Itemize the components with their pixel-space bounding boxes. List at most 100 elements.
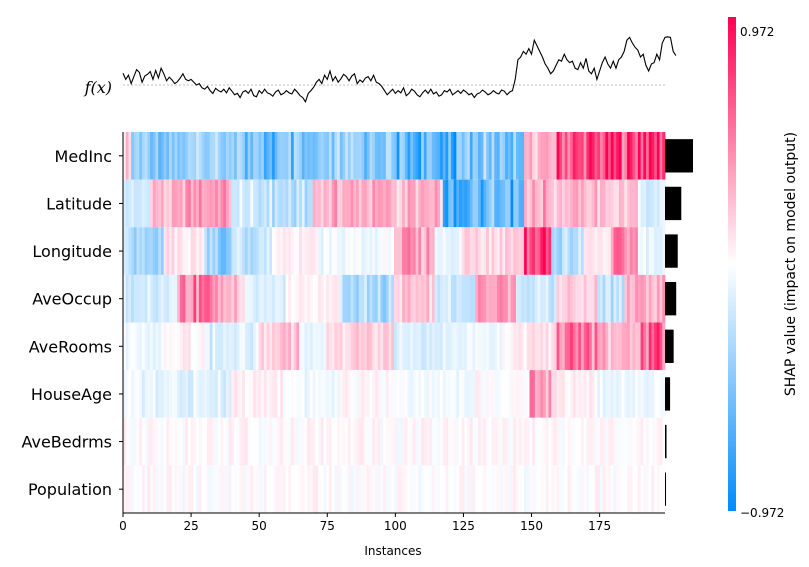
heat-cell: [266, 417, 270, 466]
heat-cell: [282, 132, 286, 180]
heat-cell: [320, 322, 324, 371]
heat-cell: [133, 274, 137, 323]
heat-cell: [220, 322, 224, 371]
heat-cell: [599, 370, 604, 418]
heat-cell: [274, 227, 278, 275]
heat-cell: [274, 465, 278, 514]
heat-cell: [513, 322, 517, 371]
heat-cell: [247, 417, 251, 466]
heat-cell: [190, 179, 194, 228]
heat-cell: [223, 132, 227, 180]
heat-cell: [613, 417, 617, 466]
heat-cell: [434, 370, 438, 418]
heat-cell: [369, 179, 373, 228]
heat-cell: [426, 274, 430, 323]
heat-cell: [123, 417, 127, 466]
heat-cell: [198, 465, 202, 514]
heat-cell: [160, 370, 165, 418]
heat-cell: [646, 322, 650, 371]
heat-cell: [231, 465, 235, 514]
heat-cell: [261, 370, 265, 418]
heat-cell: [608, 132, 612, 180]
heat-cell: [225, 370, 230, 418]
heat-cell: [545, 465, 549, 514]
heat-cell: [575, 132, 579, 180]
heat-cell: [364, 417, 368, 466]
heat-cell: [643, 274, 647, 323]
heat-cell: [277, 465, 281, 514]
heat-cell: [467, 179, 471, 228]
heat-cell: [139, 322, 143, 371]
importance-bar-medinc: [665, 139, 693, 173]
heat-cell: [274, 322, 278, 371]
heat-cell: [147, 132, 151, 180]
heat-cell: [261, 274, 265, 323]
heat-cell: [334, 274, 338, 323]
heat-cell: [207, 227, 211, 275]
heat-cell: [510, 132, 514, 180]
heat-cell: [250, 465, 254, 514]
heat-cell: [356, 179, 360, 228]
heat-cell: [421, 465, 425, 514]
heat-cell: [635, 465, 639, 514]
heat-cell: [366, 274, 371, 323]
heat-cell: [494, 227, 498, 275]
heat-cell: [263, 274, 268, 323]
heat-cell: [131, 370, 135, 418]
heat-cell: [225, 132, 230, 180]
heat-cell: [418, 465, 422, 514]
heat-cell: [331, 179, 335, 228]
heat-cell: [239, 417, 243, 466]
heat-cell: [177, 132, 181, 180]
heat-cell: [207, 370, 211, 418]
heat-cell: [147, 465, 151, 514]
heat-cell: [589, 132, 593, 180]
heat-cell: [385, 179, 389, 228]
heat-cell: [288, 322, 292, 371]
heat-cell: [204, 274, 208, 323]
heat-cell: [475, 132, 479, 180]
heat-cell: [412, 417, 417, 466]
heat-cell: [618, 227, 623, 275]
heat-cell: [174, 322, 178, 371]
heat-cell: [128, 465, 132, 514]
heat-cell: [288, 132, 292, 180]
heat-cell: [553, 417, 557, 466]
heat-cell: [545, 322, 549, 371]
heat-cell: [277, 322, 281, 371]
importance-bar-longitude: [665, 234, 678, 268]
heat-cell: [662, 370, 666, 418]
heat-cell: [331, 370, 335, 418]
heat-cell: [597, 274, 601, 323]
heat-cell: [234, 322, 238, 371]
heat-cell: [407, 132, 411, 180]
heat-cell: [513, 465, 517, 514]
heat-cell: [648, 274, 652, 323]
heat-cell: [616, 132, 620, 180]
heat-cell: [358, 179, 362, 228]
heat-cell: [467, 322, 471, 371]
heat-cell: [169, 179, 173, 228]
heat-cell: [323, 274, 327, 323]
heat-cell: [171, 227, 175, 275]
heat-cell: [632, 274, 636, 323]
heat-cell: [288, 227, 292, 275]
heat-cell: [315, 322, 319, 371]
heat-cell: [244, 322, 249, 371]
heat-cell: [545, 227, 549, 275]
heat-cell: [364, 179, 368, 228]
heat-cell: [637, 370, 642, 418]
heat-cell: [478, 417, 482, 466]
heat-cell: [288, 274, 292, 323]
heat-cell: [507, 322, 511, 371]
heat-cell: [212, 179, 216, 228]
heat-cell: [534, 370, 539, 418]
heat-cell: [304, 322, 308, 371]
heat-cell: [347, 274, 352, 323]
heat-cell: [136, 274, 140, 323]
heat-cell: [353, 227, 357, 275]
heat-cell: [529, 465, 533, 514]
x-axis-title: Instances: [364, 544, 421, 558]
heat-cell: [125, 322, 129, 371]
heat-cell: [166, 465, 170, 514]
